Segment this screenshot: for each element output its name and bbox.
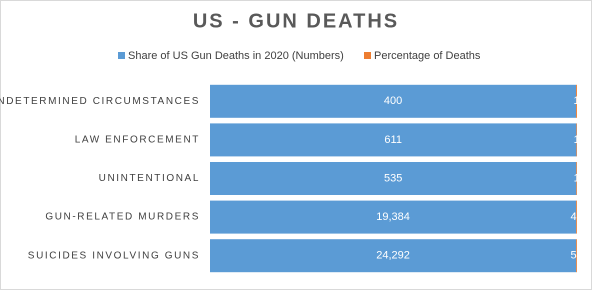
data-label: 611 (384, 134, 402, 146)
y-tick-label: GUN-RELATED MURDERS (45, 212, 200, 223)
data-label: 400 (384, 95, 402, 107)
y-tick-label: UNDETERMINED CIRCUMSTANCES (0, 96, 200, 107)
data-label: 54 (570, 250, 582, 262)
legend-label: Percentage of Deaths (374, 50, 481, 62)
chart-title: US - GUN DEATHS (193, 10, 399, 32)
data-label: 1 (573, 95, 579, 107)
bar-segment (210, 84, 577, 118)
y-tick-label: SUICIDES INVOLVING GUNS (28, 250, 200, 261)
legend-swatch (364, 52, 371, 59)
bar-segment (576, 200, 577, 234)
data-label: 24,292 (376, 250, 410, 262)
data-label: 535 (384, 172, 402, 184)
bar-segment (210, 200, 577, 234)
y-tick-label: UNINTENTIONAL (99, 173, 200, 184)
bar-segment (210, 162, 577, 195)
bar-segment (576, 239, 577, 273)
data-label: 19,384 (376, 211, 410, 223)
bar-segment (576, 84, 577, 118)
data-label: 43 (570, 211, 582, 223)
bar-segment (210, 123, 577, 157)
data-label: 1 (574, 172, 580, 184)
bar-segment (210, 239, 577, 273)
data-label: 1 (574, 134, 580, 146)
legend-swatch (118, 52, 125, 59)
bar-segment (576, 123, 577, 157)
legend-label: Share of US Gun Deaths in 2020 (Numbers) (128, 50, 344, 62)
y-tick-label: LAW ENFORCEMENT (75, 135, 200, 146)
bar-segment (576, 162, 577, 195)
